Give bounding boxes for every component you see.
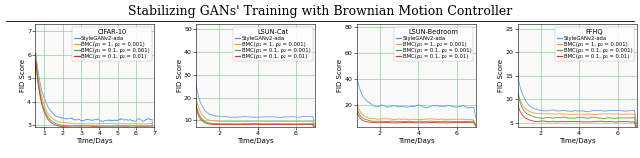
Legend: StyleGANv2-ada, BMC(ρ₁ = 1, ρ₂ = 0.001), BMC(ρ₁ = 0.1, ρ₂ = 0.001), BMC(ρ₁ = 0.1: StyleGANv2-ada, BMC(ρ₁ = 1, ρ₂ = 0.001),… bbox=[233, 27, 312, 61]
Legend: StyleGANv2-ada, BMC(ρ₁ = 1, ρ₂ = 0.001), BMC(ρ₁ = 0.1, ρ₂ = 0.001), BMC(ρ₁ = 0.1: StyleGANv2-ada, BMC(ρ₁ = 1, ρ₂ = 0.001),… bbox=[394, 27, 474, 61]
Legend: StyleGANv2-ada, BMC(ρ₁ = 1, ρ₂ = 0.001), BMC(ρ₁ = 0.1, ρ₂ = 0.001), BMC(ρ₁ = 0.1: StyleGANv2-ada, BMC(ρ₁ = 1, ρ₂ = 0.001),… bbox=[555, 27, 634, 61]
Y-axis label: FID Score: FID Score bbox=[20, 59, 26, 92]
Legend: StyleGANv2-ada, BMC(ρ₁ = 1, ρ₂ = 0.001), BMC(ρ₁ = 0.1, ρ₂ = 0.001), BMC(ρ₁ = 0.1: StyleGANv2-ada, BMC(ρ₁ = 1, ρ₂ = 0.001),… bbox=[72, 27, 152, 61]
X-axis label: Time/Days: Time/Days bbox=[398, 138, 435, 144]
X-axis label: Time/Days: Time/Days bbox=[559, 138, 596, 144]
Y-axis label: FID Score: FID Score bbox=[177, 59, 182, 92]
Y-axis label: FID Score: FID Score bbox=[337, 59, 344, 92]
X-axis label: Time/Days: Time/Days bbox=[76, 138, 113, 144]
Y-axis label: FID Score: FID Score bbox=[499, 59, 504, 92]
Text: Stabilizing GANs' Training with Brownian Motion Controller: Stabilizing GANs' Training with Brownian… bbox=[128, 5, 512, 18]
X-axis label: Time/Days: Time/Days bbox=[237, 138, 274, 144]
